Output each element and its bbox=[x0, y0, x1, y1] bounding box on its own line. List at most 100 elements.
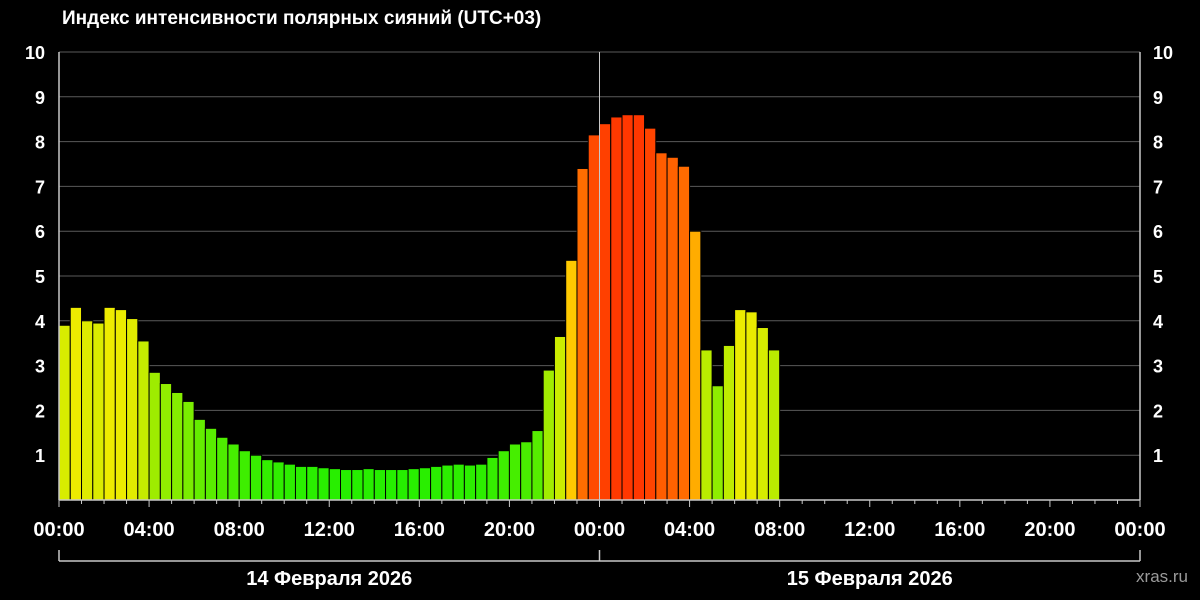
bar bbox=[373, 469, 387, 501]
watermark: xras.ru bbox=[1136, 567, 1188, 586]
bar bbox=[711, 385, 724, 501]
x-tick-label: 16:00 bbox=[934, 519, 985, 541]
bar bbox=[114, 309, 128, 501]
bar bbox=[745, 311, 758, 501]
bar bbox=[396, 469, 409, 501]
bar bbox=[722, 344, 736, 501]
bar bbox=[677, 165, 691, 501]
bar bbox=[666, 156, 679, 501]
y-tick-label-left: 5 bbox=[35, 267, 45, 287]
bar bbox=[171, 391, 184, 501]
bar bbox=[418, 467, 432, 501]
bar bbox=[103, 306, 116, 501]
chart-title: Индекс интенсивности полярных сияний (UT… bbox=[62, 8, 542, 29]
bar bbox=[385, 469, 398, 501]
bar bbox=[531, 430, 544, 501]
y-tick-label-left: 7 bbox=[35, 177, 45, 197]
x-tick-label: 16:00 bbox=[394, 519, 445, 541]
bar bbox=[610, 116, 623, 501]
bar bbox=[767, 349, 781, 501]
bar bbox=[599, 123, 612, 501]
x-tick-label: 00:00 bbox=[33, 519, 84, 541]
bar bbox=[261, 459, 274, 501]
bar bbox=[734, 309, 747, 501]
bar bbox=[351, 469, 364, 501]
y-tick-label-right: 9 bbox=[1153, 88, 1163, 108]
bar bbox=[587, 134, 600, 501]
bar bbox=[756, 327, 769, 501]
x-tick-label: 04:00 bbox=[124, 519, 175, 541]
x-tick-label: 20:00 bbox=[484, 519, 535, 541]
bar bbox=[542, 369, 555, 501]
y-tick-label-left: 1 bbox=[35, 446, 45, 466]
y-tick-label-left: 6 bbox=[35, 222, 45, 242]
y-tick-label-left: 8 bbox=[35, 133, 45, 153]
bar bbox=[204, 427, 218, 501]
bar bbox=[182, 400, 195, 501]
bar bbox=[520, 441, 533, 501]
bar bbox=[69, 306, 83, 501]
bar bbox=[294, 465, 308, 501]
x-tick-label: 12:00 bbox=[844, 519, 895, 541]
bar bbox=[148, 371, 161, 501]
x-tick-label: 00:00 bbox=[574, 519, 625, 541]
x-tick-label: 08:00 bbox=[754, 519, 805, 541]
x-tick-label: 12:00 bbox=[304, 519, 355, 541]
bar bbox=[317, 467, 330, 501]
bar bbox=[227, 443, 240, 501]
y-tick-label-right: 3 bbox=[1153, 357, 1163, 377]
bar bbox=[497, 450, 510, 501]
bar bbox=[340, 469, 353, 501]
bar bbox=[441, 464, 454, 501]
x-tick-label: 08:00 bbox=[214, 519, 265, 541]
bar bbox=[306, 465, 319, 501]
bar bbox=[430, 465, 443, 501]
bar bbox=[644, 127, 657, 501]
bar bbox=[452, 463, 465, 501]
bar bbox=[362, 468, 375, 501]
bar bbox=[92, 322, 105, 501]
bar bbox=[126, 318, 139, 501]
y-tick-label-right: 10 bbox=[1153, 43, 1173, 63]
bar bbox=[463, 464, 477, 501]
bar bbox=[475, 463, 488, 501]
bar bbox=[249, 454, 263, 501]
bar bbox=[655, 152, 668, 501]
bar bbox=[553, 335, 567, 501]
bar bbox=[407, 468, 420, 501]
y-tick-label-left: 4 bbox=[35, 312, 45, 332]
y-tick-label-right: 4 bbox=[1153, 312, 1163, 332]
y-tick-label-right: 6 bbox=[1153, 222, 1163, 242]
bar bbox=[689, 230, 702, 501]
bar bbox=[700, 349, 713, 501]
bar bbox=[508, 443, 522, 501]
bar bbox=[576, 167, 589, 501]
date-label: 14 Февраля 2026 bbox=[246, 568, 412, 590]
bar bbox=[328, 468, 342, 501]
bar bbox=[272, 461, 285, 501]
bar bbox=[565, 259, 578, 501]
date-label: 15 Февраля 2026 bbox=[787, 568, 953, 590]
bar bbox=[632, 114, 646, 501]
y-tick-label-left: 10 bbox=[25, 43, 45, 63]
bar bbox=[137, 340, 150, 501]
y-tick-label-left: 2 bbox=[35, 401, 45, 421]
bar bbox=[216, 436, 229, 501]
y-tick-label-right: 2 bbox=[1153, 401, 1163, 421]
bar bbox=[238, 450, 251, 501]
bar bbox=[193, 418, 206, 501]
bar bbox=[159, 383, 173, 501]
y-tick-label-right: 5 bbox=[1153, 267, 1163, 287]
x-tick-label: 04:00 bbox=[664, 519, 715, 541]
bar bbox=[81, 320, 94, 501]
y-tick-label-right: 8 bbox=[1153, 133, 1163, 153]
y-tick-label-right: 1 bbox=[1153, 446, 1163, 466]
bar bbox=[58, 324, 71, 501]
y-tick-label-right: 7 bbox=[1153, 177, 1163, 197]
bar bbox=[283, 463, 296, 501]
x-tick-label: 20:00 bbox=[1024, 519, 1075, 541]
y-tick-label-left: 9 bbox=[35, 88, 45, 108]
y-tick-label-left: 3 bbox=[35, 357, 45, 377]
x-tick-label: 00:00 bbox=[1114, 519, 1165, 541]
